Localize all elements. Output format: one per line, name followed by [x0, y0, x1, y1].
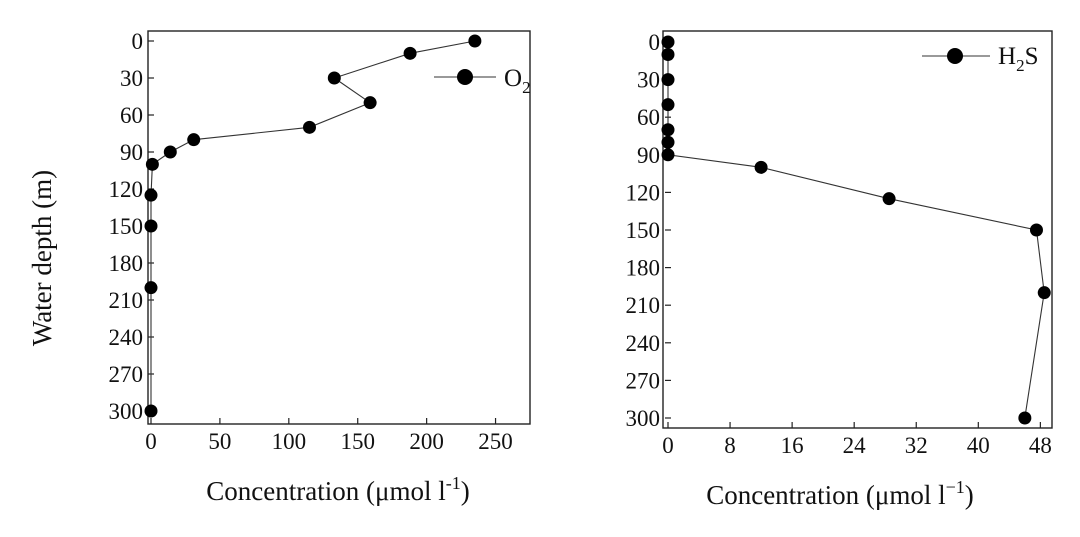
- y-tick-label-h2s-30: 30: [637, 68, 660, 93]
- y-tick-label-h2s-120: 120: [626, 180, 661, 205]
- x-tick-label-h2s-48: 48: [1029, 433, 1052, 458]
- data-point-o2-2: [327, 71, 341, 85]
- data-point-h2s-6: [661, 148, 675, 162]
- legend-label-h2s: H2S: [998, 43, 1038, 75]
- x-tick-label-o2-50: 50: [208, 429, 231, 454]
- legend-label-o2: O2: [504, 65, 531, 97]
- data-point-h2s-5: [661, 135, 675, 149]
- x-tick-label-o2-0: 0: [145, 429, 157, 454]
- data-point-h2s-2: [661, 73, 675, 87]
- y-tick-label-h2s-60: 60: [637, 105, 660, 130]
- data-point-o2-4: [302, 120, 316, 134]
- y-tick-label-o2-120: 120: [109, 177, 144, 202]
- data-point-h2s-4: [661, 123, 675, 137]
- series-line-h2s: [667, 42, 1045, 419]
- y-tick-label-h2s-210: 210: [626, 293, 661, 318]
- x-tick-label-h2s-8: 8: [724, 433, 736, 458]
- y-ticks-h2s: 0 30 60 90 120 150 180 210 240 270 300: [626, 30, 671, 431]
- legend-marker-h2s: [947, 48, 963, 64]
- data-point-o2-7: [145, 157, 159, 171]
- legend-o2: O2: [434, 65, 531, 97]
- x-axis-title-o2: Concentration (μmol l-1): [206, 473, 469, 506]
- y-tick-label-o2-210: 210: [109, 288, 144, 313]
- y-tick-label-o2-90: 90: [120, 140, 143, 165]
- data-point-o2-1: [403, 46, 417, 60]
- y-tick-label-o2-0: 0: [132, 29, 144, 54]
- x-tick-label-h2s-40: 40: [967, 433, 990, 458]
- data-point-o2-6: [163, 145, 177, 159]
- x-tick-label-o2-250: 250: [478, 429, 513, 454]
- legend-h2s: H2S: [922, 43, 1038, 75]
- y-tick-label-o2-180: 180: [109, 251, 144, 276]
- data-point-o2-8: [144, 188, 158, 202]
- series-line-o2: [150, 40, 476, 411]
- plot-frame-h2s: [662, 30, 1053, 429]
- y-tick-label-h2s-0: 0: [649, 30, 661, 55]
- x-tick-label-h2s-24: 24: [843, 433, 867, 458]
- plot-frame-o2: [147, 30, 531, 425]
- y-tick-label-h2s-90: 90: [637, 143, 660, 168]
- data-point-o2-5: [187, 133, 201, 147]
- x-ticks-h2s: 0 8 16 24 32 40 48: [662, 422, 1052, 458]
- y-tick-label-o2-300: 300: [109, 399, 144, 424]
- x-tick-label-h2s-32: 32: [905, 433, 928, 458]
- y-tick-label-o2-60: 60: [120, 103, 143, 128]
- series-h2s: [661, 35, 1051, 425]
- data-point-h2s-9: [1029, 223, 1043, 237]
- y-tick-label-o2-270: 270: [109, 362, 144, 387]
- y-tick-label-o2-30: 30: [120, 66, 143, 91]
- y-tick-label-h2s-300: 300: [626, 406, 661, 431]
- data-point-h2s-1: [661, 48, 675, 62]
- y-tick-label-h2s-270: 270: [626, 368, 661, 393]
- data-point-h2s-11: [1018, 411, 1032, 425]
- data-point-h2s-8: [882, 192, 896, 206]
- x-axis-title-h2s: Concentration (μmol l−1): [706, 477, 974, 510]
- y-tick-label-h2s-180: 180: [626, 256, 661, 281]
- data-point-o2-11: [144, 404, 158, 418]
- data-point-h2s-3: [661, 98, 675, 112]
- data-point-h2s-0: [661, 35, 675, 49]
- y-tick-label-h2s-240: 240: [626, 331, 661, 356]
- panel-h2s: 0 30 60 90 120 150 180 210 240 270 300 0 8 16 24 32 40 4…: [626, 30, 1053, 510]
- y-tick-label-h2s-150: 150: [626, 218, 661, 243]
- y-axis-title: Water depth (m): [27, 170, 57, 346]
- y-tick-label-o2-240: 240: [109, 325, 144, 350]
- data-point-o2-0: [468, 34, 482, 48]
- y-tick-label-o2-150: 150: [109, 214, 144, 239]
- x-tick-label-o2-200: 200: [409, 429, 444, 454]
- data-point-h2s-10: [1037, 286, 1051, 300]
- y-ticks-o2: 0 30 60 90 120 150 180 210 240 270 300: [109, 29, 154, 424]
- x-tick-label-o2-150: 150: [340, 429, 375, 454]
- data-point-h2s-7: [754, 160, 768, 174]
- data-point-o2-9: [144, 219, 158, 233]
- x-tick-label-o2-100: 100: [272, 429, 307, 454]
- panel-o2: 0 30 60 90 120 150 180 210 240 270 300 0 50 100 150 20…: [109, 29, 531, 506]
- x-tick-label-h2s-16: 16: [781, 433, 804, 458]
- series-o2: [144, 34, 482, 418]
- legend-marker-o2: [457, 69, 473, 85]
- x-ticks-o2: 0 50 100 150 200 250: [145, 418, 513, 454]
- x-tick-label-h2s-0: 0: [662, 433, 674, 458]
- data-point-o2-10: [144, 281, 158, 295]
- data-point-o2-3: [363, 96, 377, 110]
